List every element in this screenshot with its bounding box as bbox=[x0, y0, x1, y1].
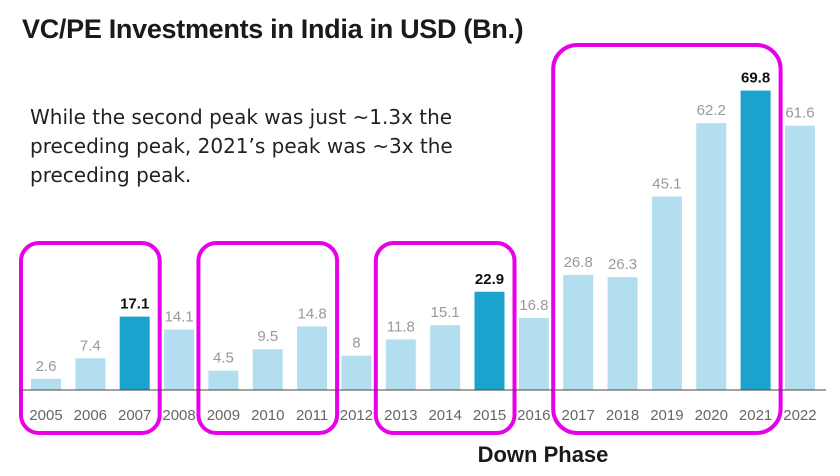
bar-2008 bbox=[164, 329, 195, 390]
bar-2019 bbox=[651, 196, 682, 390]
x-tick-labels: 2005 2006 2007 2008 2009 2010 2011 2012 2013 2014… bbox=[29, 407, 816, 424]
x-tick-2013: 2013 bbox=[384, 407, 417, 424]
bar-2007 bbox=[119, 316, 150, 390]
bar-2017 bbox=[563, 275, 594, 390]
data-label-2016: 16.8 bbox=[519, 297, 548, 314]
chart-title: VC/PE Investments in India in USD (Bn.) bbox=[22, 14, 524, 44]
x-tick-2017: 2017 bbox=[562, 407, 595, 424]
highlight-outline-2009-2011 bbox=[196, 241, 340, 435]
highlight-outline-2005-2007 bbox=[19, 241, 162, 435]
data-label-2009: 4.5 bbox=[213, 350, 234, 367]
bar-2018 bbox=[607, 277, 638, 390]
data-label-2011: 14.8 bbox=[297, 306, 326, 323]
data-label-2019: 45.1 bbox=[652, 176, 681, 193]
x-tick-2018: 2018 bbox=[606, 407, 639, 424]
x-tick-2020: 2020 bbox=[695, 407, 728, 424]
bar-2016 bbox=[518, 317, 549, 390]
bar-2013 bbox=[385, 339, 416, 390]
data-label-2022: 61.6 bbox=[785, 105, 814, 122]
bar-2005 bbox=[31, 378, 61, 390]
bar-2010 bbox=[252, 349, 283, 390]
data-label-2014: 15.1 bbox=[431, 304, 460, 321]
bar-2011 bbox=[297, 326, 328, 390]
x-tick-2019: 2019 bbox=[650, 407, 683, 424]
x-tick-2011: 2011 bbox=[296, 407, 328, 424]
data-label-2018: 26.3 bbox=[608, 256, 637, 273]
bar-2014 bbox=[430, 325, 461, 390]
bar-2006 bbox=[75, 358, 106, 390]
x-tick-2005: 2005 bbox=[29, 407, 62, 424]
x-tick-2016: 2016 bbox=[517, 407, 550, 424]
x-tick-2010: 2010 bbox=[251, 407, 284, 424]
x-tick-2012: 2012 bbox=[340, 407, 373, 424]
bar-2012 bbox=[341, 355, 372, 390]
data-label-2020: 62.2 bbox=[697, 102, 726, 119]
data-label-2008: 14.1 bbox=[164, 309, 193, 326]
data-label-2007: 17.1 bbox=[120, 296, 149, 313]
data-label-2010: 9.5 bbox=[257, 328, 278, 345]
annotation-text: While the second peak was just ~1.3x the… bbox=[30, 105, 453, 187]
x-tick-2021: 2021 bbox=[739, 407, 772, 424]
data-label-2013: 11.8 bbox=[387, 318, 415, 335]
data-label-2021: 69.8 bbox=[741, 70, 770, 87]
highlight-outline-2017-2021 bbox=[551, 43, 783, 435]
data-label-2005: 2.6 bbox=[36, 358, 57, 375]
bar-2022 bbox=[784, 125, 815, 391]
data-label-2015: 22.9 bbox=[475, 271, 504, 288]
x-tick-2015: 2015 bbox=[473, 407, 506, 424]
highlight-outline-2013-2015 bbox=[373, 241, 517, 435]
x-tick-2008: 2008 bbox=[162, 407, 195, 424]
x-tick-2022: 2022 bbox=[783, 407, 816, 424]
data-label-2006: 7.4 bbox=[80, 337, 101, 354]
x-tick-2014: 2014 bbox=[428, 407, 461, 424]
x-tick-2007: 2007 bbox=[118, 407, 151, 424]
x-axis-label: Down Phase bbox=[478, 442, 609, 467]
bar-2021 bbox=[740, 90, 771, 391]
data-label-2012: 8 bbox=[352, 335, 360, 352]
x-tick-2009: 2009 bbox=[207, 407, 240, 424]
bar-2020 bbox=[696, 123, 727, 391]
bar-2015 bbox=[474, 291, 505, 390]
data-labels: 2.6 7.4 17.1 14.1 4.5 9.5 14.8 8 11.8 15.1 22.9 16.… bbox=[36, 70, 815, 375]
x-tick-2006: 2006 bbox=[74, 407, 107, 424]
bars bbox=[31, 90, 815, 391]
data-label-2017: 26.8 bbox=[564, 254, 593, 271]
group-outlines bbox=[19, 43, 783, 435]
bar-2009 bbox=[208, 370, 239, 390]
